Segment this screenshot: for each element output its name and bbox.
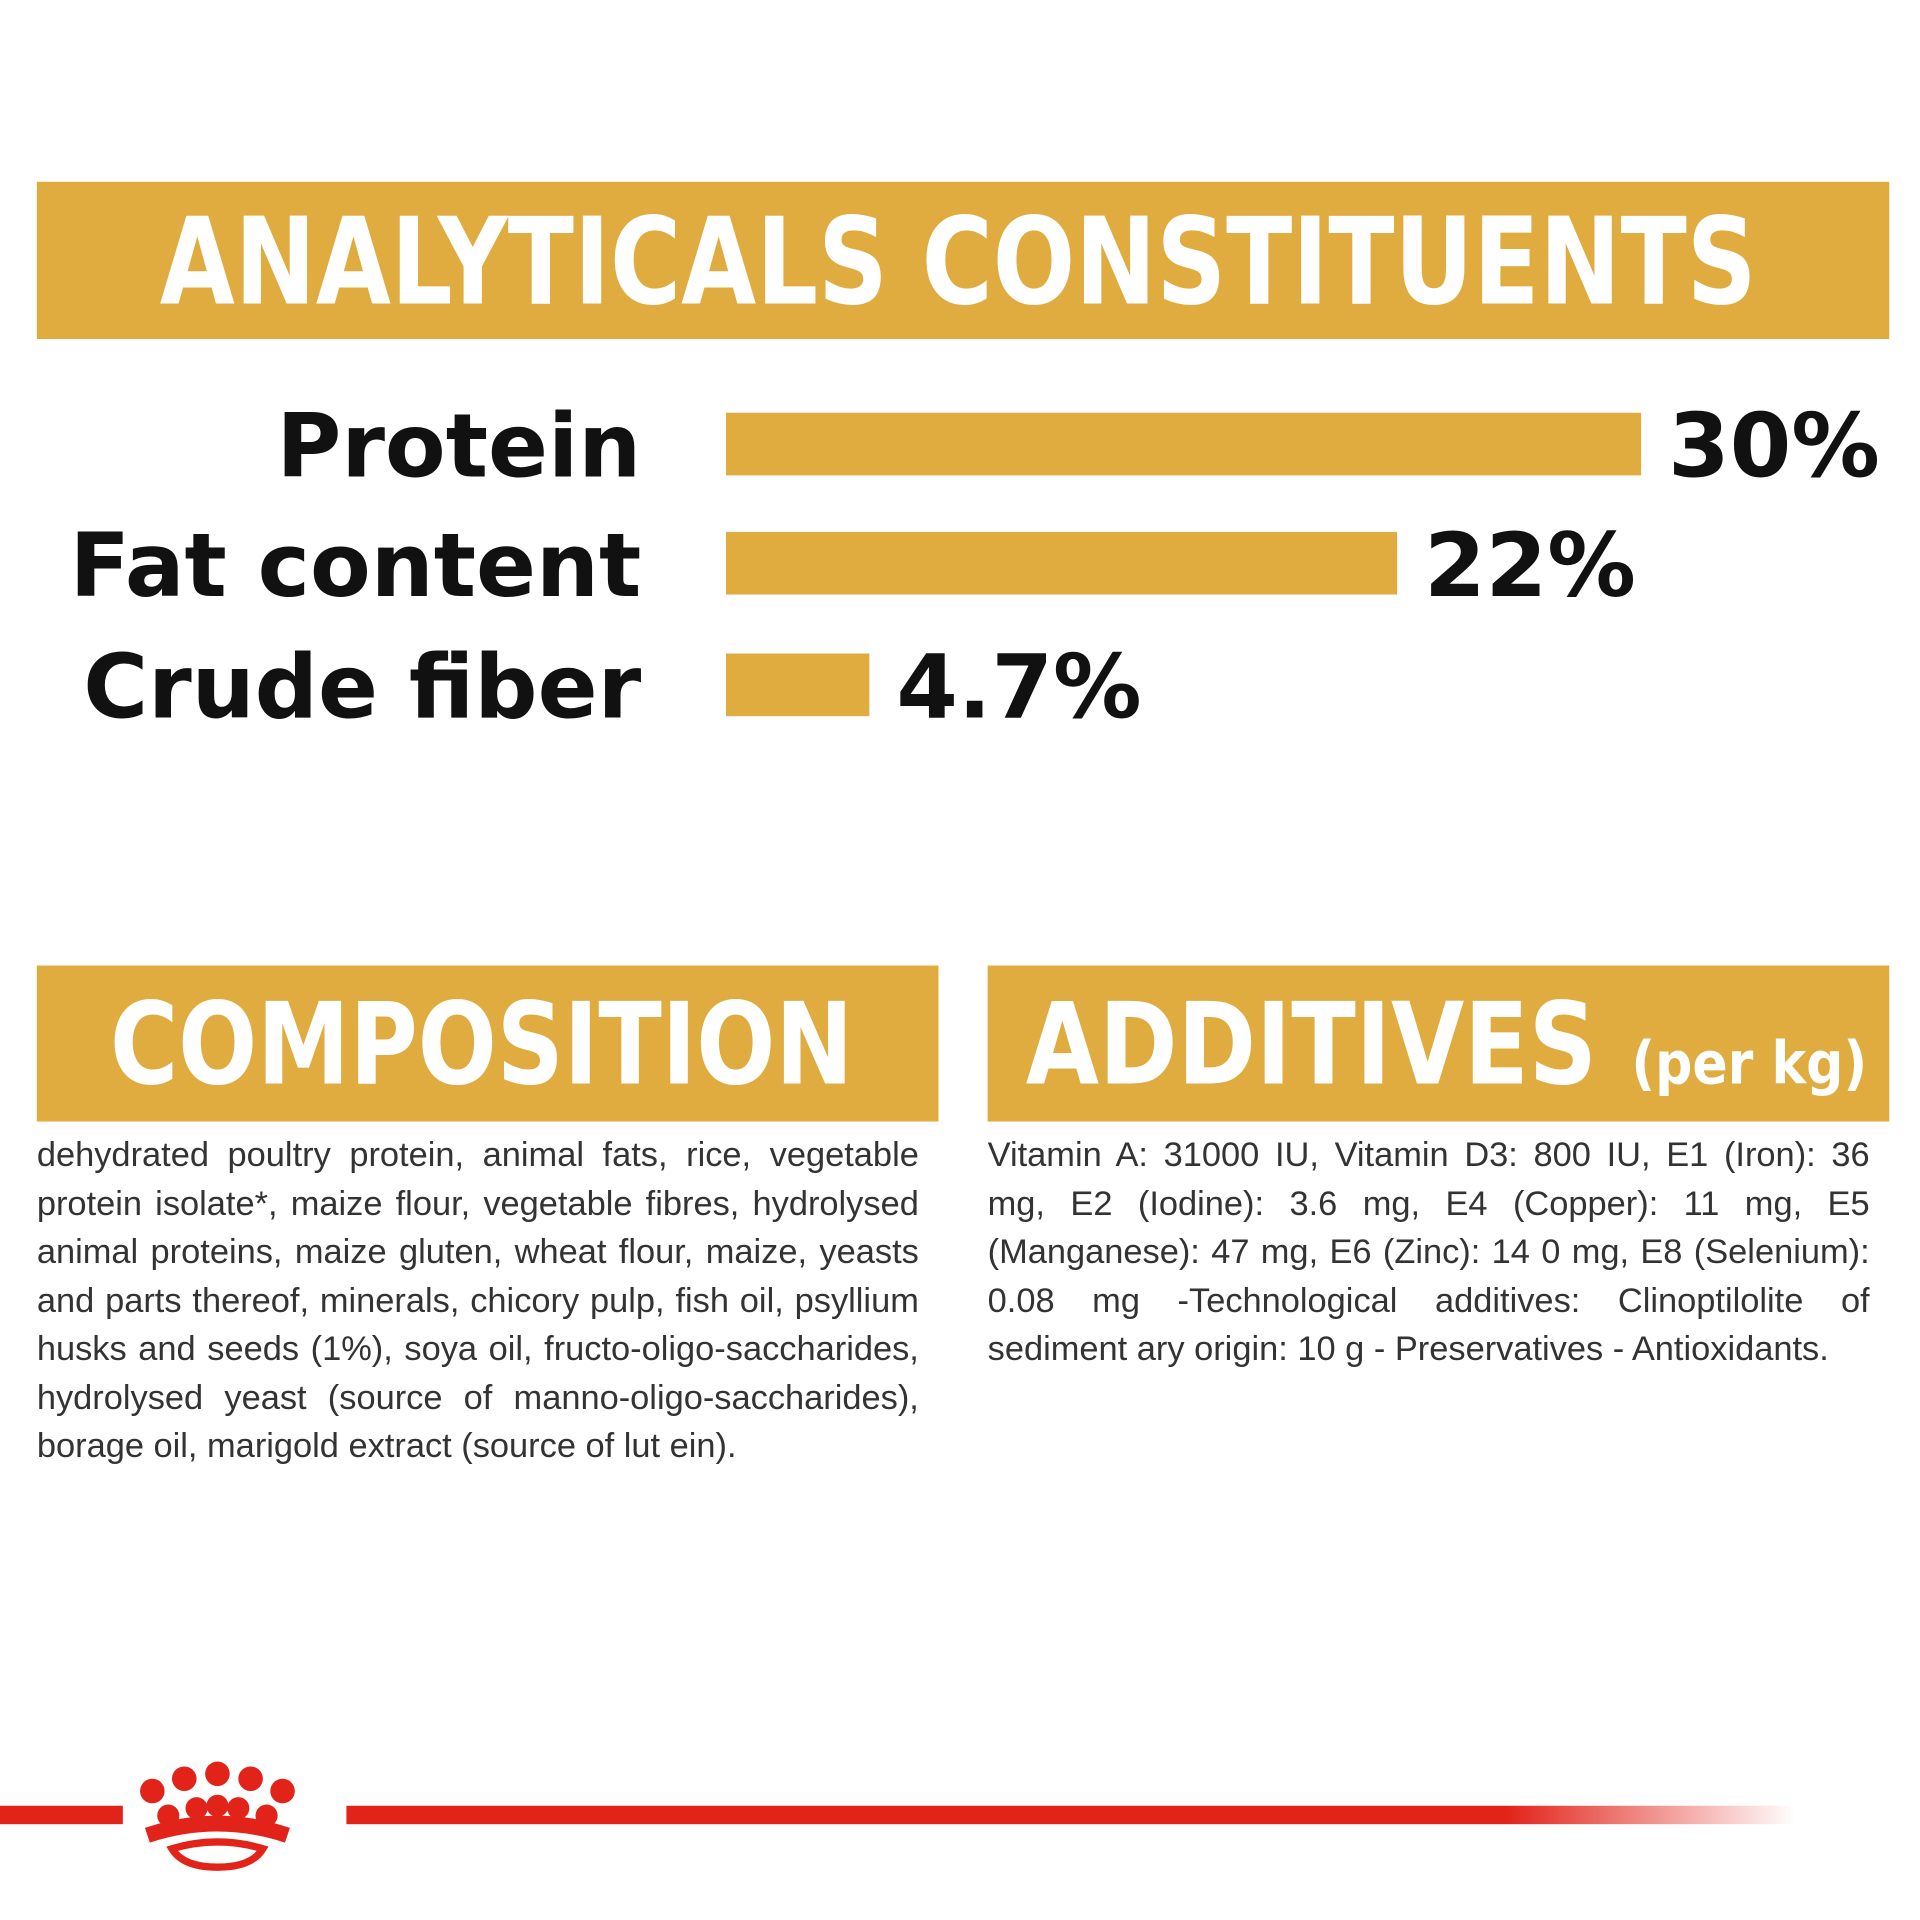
bar: [725, 531, 1398, 595]
row-label: Protein: [277, 395, 642, 498]
header-band: [36, 965, 939, 1122]
footer-logo: [0, 1761, 1796, 1871]
composition-text: dehydrated poultry protein, animal fats,…: [36, 1135, 919, 1465]
section-title: COMPOSITION: [110, 978, 853, 1110]
value-label: 30%: [1668, 395, 1880, 498]
additives-text: Vitamin A: 31000 IU, Vitamin D3: 800 IU,…: [987, 1135, 1870, 1368]
bar: [725, 412, 1642, 476]
row-label: Fat content: [70, 514, 642, 617]
section-title: ANALYTICALS CONSTITUENTS: [160, 192, 1757, 332]
footer-line: [0, 1805, 123, 1825]
crown-logo: [140, 1761, 295, 1871]
additives-box: Vitamin A: 31000 IU, Vitamin D3: 800 IU,…: [987, 1135, 1870, 1368]
bar: [725, 653, 870, 717]
value-label: 4.7%: [896, 635, 1141, 738]
header-band: [36, 181, 1890, 340]
value-label: 22%: [1424, 514, 1636, 617]
row-label: Crude fiber: [83, 635, 641, 738]
composition-box: dehydrated poultry protein, animal fats,…: [36, 1135, 919, 1465]
section-title: ADDITIVES: [1026, 978, 1597, 1110]
footer-line: [346, 1805, 1796, 1825]
unit-label: (per kg): [1631, 1028, 1867, 1097]
header-band: [987, 965, 1890, 1122]
